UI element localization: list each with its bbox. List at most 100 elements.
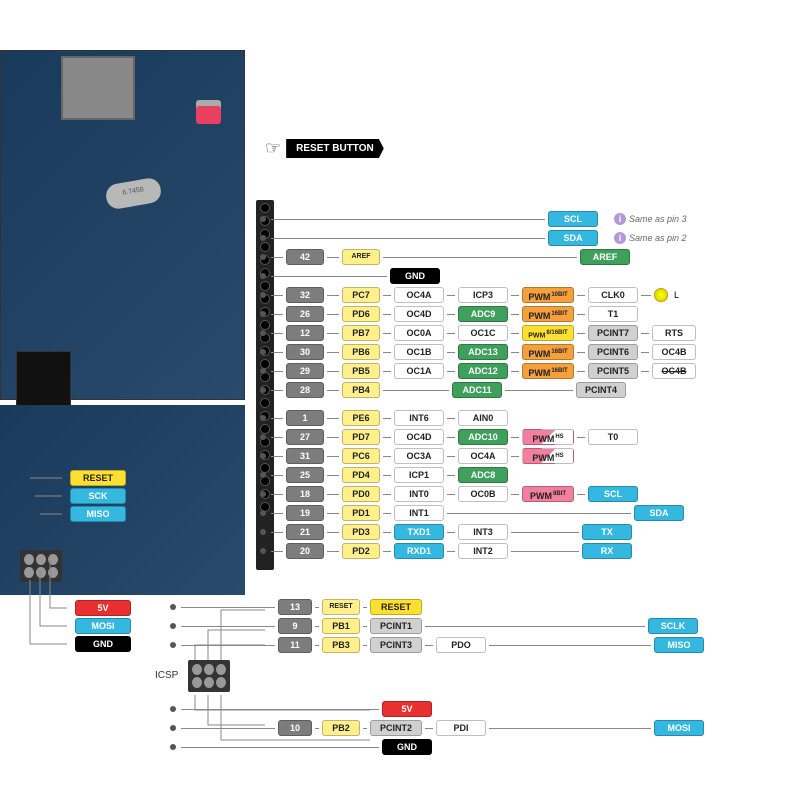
pin-label: AREF <box>580 249 630 265</box>
pin-label: PD0 <box>342 486 380 502</box>
pin-label: 27 <box>286 429 324 445</box>
info-note: iSame as pin 3 <box>614 213 687 225</box>
pointing-hand-icon: ☞ <box>265 138 281 159</box>
pin-label: PCINT3 <box>370 637 422 653</box>
pin-label: INT3 <box>458 524 508 540</box>
pin-label: PCINT7 <box>588 325 638 341</box>
pin-label: OC4A <box>458 448 508 464</box>
pin-label: T1 <box>588 306 638 322</box>
pin-label: PWM16BIT <box>522 363 574 379</box>
pin-label: PC7 <box>342 287 380 303</box>
pin-label: 13 <box>278 599 312 615</box>
pin-label: RX <box>582 543 632 559</box>
pin-label: OC0B <box>458 486 508 502</box>
pin-label: PB5 <box>342 363 380 379</box>
pin-row: 12PB7OC0AOC1CPWM8/16BITPCINT7RTS <box>260 324 790 342</box>
pin-label: PWM16BIT <box>522 306 574 322</box>
pin-label: PD7 <box>342 429 380 445</box>
pin-label: 31 <box>286 448 324 464</box>
pin-label: ADC8 <box>458 467 508 483</box>
pin-label: PWM8BIT <box>522 486 574 502</box>
info-icon: i <box>614 232 626 244</box>
led-indicator <box>654 288 668 302</box>
pin-label: OC0A <box>394 325 444 341</box>
icsp-upper-labels: RESETSCKMISO <box>70 470 126 522</box>
pin-label: 12 <box>286 325 324 341</box>
pin-label: GND <box>75 636 131 652</box>
pin-label: INT0 <box>394 486 444 502</box>
pin-row: 5V <box>170 700 790 718</box>
pin-label: 10 <box>278 720 312 736</box>
pin-label: OC4A <box>394 287 444 303</box>
pin-row: 13RESETRESET <box>170 598 790 616</box>
pin-rows-group2: 13RESETRESET9PB1PCINT1SCLK11PB3PCINT3PDO… <box>170 598 790 655</box>
pin-label: PB3 <box>322 637 360 653</box>
pin-row: 10PB2PCINT2PDIMOSI <box>170 719 790 737</box>
pin-row: 11PB3PCINT3PDOMISO <box>170 636 790 654</box>
pin-label: ICP1 <box>394 467 444 483</box>
pin-label: ADC11 <box>452 382 502 398</box>
pin-row: 21PD3TXD1INT3TX <box>260 523 790 541</box>
pin-row: 26PD6OC4DADC9PWM16BITT1 <box>260 305 790 323</box>
pin-row: 27PD7OC4DADC10PWMHST0 <box>260 428 790 446</box>
pin-label: OC4D <box>394 306 444 322</box>
pin-label: INT2 <box>458 543 508 559</box>
pin-label: RESET <box>322 599 360 615</box>
mcu-chip <box>16 351 71 406</box>
pin-label: CLK0 <box>588 287 638 303</box>
pin-label: TX <box>582 524 632 540</box>
pin-row: GND <box>170 738 790 756</box>
pin-row: 42AREFAREF <box>260 248 790 266</box>
pin-row <box>260 400 790 408</box>
pin-label: OC1A <box>394 363 444 379</box>
pin-label: PD2 <box>342 543 380 559</box>
pin-label: PCINT1 <box>370 618 422 634</box>
pin-label: 18 <box>286 486 324 502</box>
pin-label: 25 <box>286 467 324 483</box>
pin-label: GND <box>382 739 432 755</box>
pin-label: 5V <box>75 600 131 616</box>
pin-label: PB6 <box>342 344 380 360</box>
pin-label: PC6 <box>342 448 380 464</box>
pin-label: INT1 <box>394 505 444 521</box>
pin-label: ADC12 <box>458 363 508 379</box>
pin-label: RXD1 <box>394 543 444 559</box>
pin-row: 28PB4ADC11PCINT4 <box>260 381 790 399</box>
pin-label: 29 <box>286 363 324 379</box>
pin-label: PD4 <box>342 467 380 483</box>
icsp-connector-lower <box>188 660 230 692</box>
pin-label: SDA <box>548 230 598 246</box>
pin-label: PB1 <box>322 618 360 634</box>
pin-label: SCL <box>588 486 638 502</box>
icsp-lower-labels: 5VMOSIGND <box>75 600 131 652</box>
pin-label: 42 <box>286 249 324 265</box>
pin-label: PWM16BIT <box>522 344 574 360</box>
icsp-connector-upper <box>20 550 62 582</box>
pin-label: RESET <box>70 470 126 486</box>
pin-label: SDA <box>634 505 684 521</box>
pin-row: 20PD2RXD1INT2RX <box>260 542 790 560</box>
pin-row: 29PB5OC1AADC12PWM16BITPCINT5OC4B <box>260 362 790 380</box>
pin-label: ICP3 <box>458 287 508 303</box>
pin-label: PCINT2 <box>370 720 422 736</box>
crystal-oscillator: 6.7458 <box>104 176 163 210</box>
pin-label: PD6 <box>342 306 380 322</box>
pin-row: GND <box>260 267 790 285</box>
pin-label: PWM8/16BIT <box>522 325 574 341</box>
pin-label: PE6 <box>342 410 380 426</box>
pin-label: OC4B <box>652 363 696 379</box>
pin-label: OC4D <box>394 429 444 445</box>
pin-label: MOSI <box>654 720 704 736</box>
pin-label: 19 <box>286 505 324 521</box>
pin-row: SDA iSame as pin 2 <box>260 229 790 247</box>
pin-label: PB7 <box>342 325 380 341</box>
pin-label: SCL <box>548 211 598 227</box>
info-note: iSame as pin 2 <box>614 232 687 244</box>
pin-rows-group3: 5V10PB2PCINT2PDIMOSI GND <box>170 700 790 757</box>
pin-label: 11 <box>278 637 312 653</box>
pin-row: 32PC7OC4AICP3PWM10BITCLK0L <box>260 286 790 304</box>
pin-label: OC3A <box>394 448 444 464</box>
pin-label: MISO <box>654 637 704 653</box>
pin-label: OC4B <box>652 344 696 360</box>
pin-row: 25 PD4 ICP1 ADC8 <box>260 466 790 484</box>
